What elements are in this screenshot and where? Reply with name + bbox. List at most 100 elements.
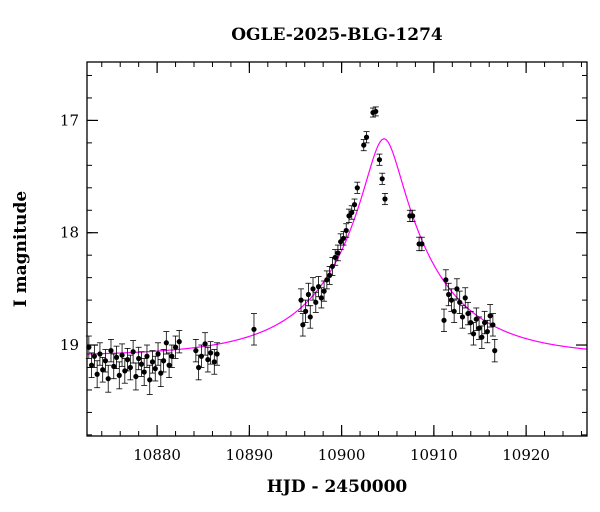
data-marker [144,353,150,359]
y-axis-label: I magnitude [11,191,31,308]
data-point [105,364,112,393]
data-marker [102,358,109,364]
data-marker [462,295,468,301]
data-marker [251,326,257,332]
chart-title: OGLE-2025-BLG-1274 [231,25,443,45]
data-point [481,310,488,335]
model-curve [86,138,588,355]
data-marker [332,254,338,261]
data-point [110,353,117,380]
data-marker [208,350,214,356]
data-marker [160,358,167,364]
data-marker [300,322,306,328]
data-point [381,193,388,206]
data-marker [343,227,349,234]
data-marker [324,277,330,283]
data-point [315,276,322,298]
data-marker [476,325,482,331]
data-marker [202,341,208,347]
data-marker [100,367,106,373]
data-point [441,308,448,332]
data-point [418,236,425,252]
data-point [149,350,156,374]
data-point [376,153,383,166]
axis-tick-labels: 10880 10890 10900 10910 10920 17 18 19 [60,111,550,464]
data-point [372,106,379,117]
data-marker [169,353,175,359]
data-marker [214,351,220,357]
data-point [96,342,103,366]
data-point [473,307,480,331]
data-point [130,340,137,364]
data-point [489,313,496,337]
data-marker [91,353,97,359]
data-point [298,288,305,312]
data-point [135,346,142,371]
data-point [363,131,370,144]
data-marker [318,295,324,301]
data-marker [198,353,204,359]
data-marker [329,263,335,270]
plot-frame [86,61,588,437]
data-marker [313,299,319,305]
data-marker [124,357,131,363]
data-marker [482,319,488,326]
data-point [332,249,339,266]
data-point [88,352,95,378]
data-point [119,343,126,367]
data-marker [205,357,211,363]
data-point [198,344,205,368]
data-marker [492,348,498,354]
data-marker [351,202,358,208]
data-point [487,304,494,328]
data-marker [116,372,122,378]
data-marker [105,376,111,382]
data-marker [97,351,103,357]
data-point [192,339,199,363]
data-point [343,223,350,238]
data-marker [465,310,471,317]
data-point [146,364,153,395]
data-marker [490,322,496,328]
data-marker [340,235,347,241]
data-point [202,332,209,356]
data-marker [138,361,145,367]
data-marker [470,331,477,337]
data-point [168,344,175,368]
data-marker [130,349,136,355]
data-marker [361,142,367,148]
data-marker [321,288,327,294]
data-point [102,349,109,373]
data-point [204,346,211,373]
data-marker [94,371,100,377]
data-point [478,325,485,349]
x-tick-label: 10920 [502,446,550,464]
data-point [445,282,452,307]
data-point [195,354,202,381]
data-marker [136,355,142,362]
data-point [318,287,325,309]
data-point [302,299,309,323]
data-marker [133,373,139,380]
data-marker [303,308,309,314]
data-point [207,341,214,365]
axis-ticks [87,62,587,436]
data-point [211,349,218,375]
data-marker [166,362,172,368]
x-tick-label: 10900 [318,446,366,464]
data-marker [108,348,114,354]
data-point [484,319,491,344]
data-marker [158,370,164,376]
data-point [453,278,460,300]
data-marker [419,241,425,247]
data-marker [457,299,463,305]
data-marker [335,250,341,256]
data-point [456,290,463,314]
data-marker [479,334,485,340]
data-marker [163,340,169,346]
data-marker [155,351,161,357]
data-point [307,305,314,329]
data-marker [379,176,385,182]
data-marker [443,277,449,283]
